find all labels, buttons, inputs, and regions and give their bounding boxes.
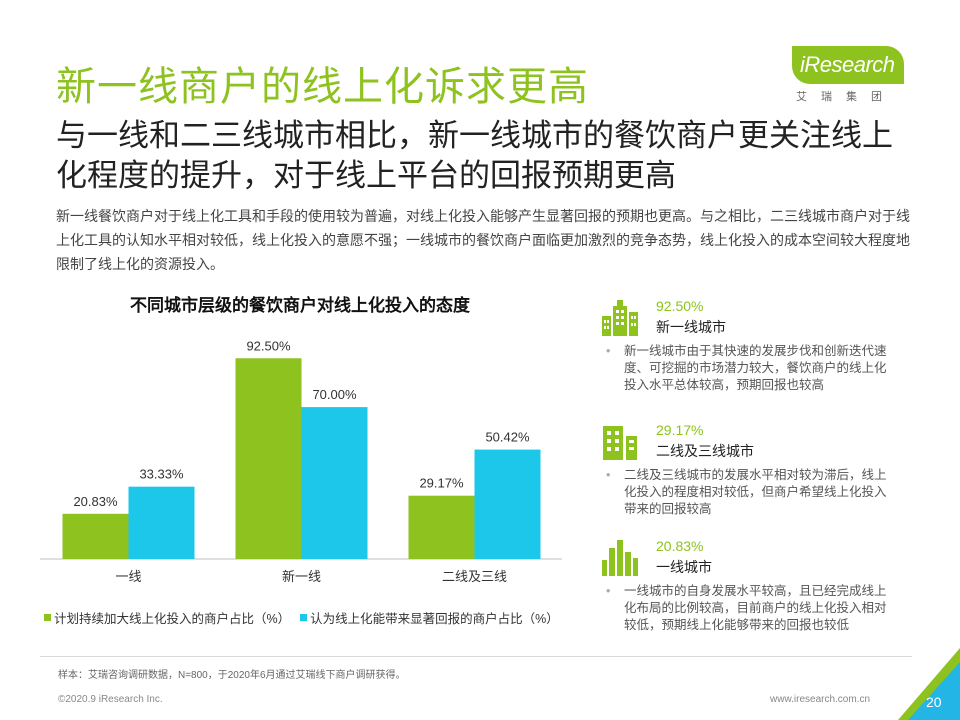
bar-expect-return-1 xyxy=(301,407,368,559)
logo-badge: iResearch xyxy=(792,46,904,84)
bar-data-label: 20.83% xyxy=(73,494,118,509)
bar-plan-increase-2 xyxy=(408,495,475,559)
category-tick-label: 一线 xyxy=(115,569,141,584)
side-value: 20.83% xyxy=(656,538,704,554)
bar-data-label: 50.42% xyxy=(485,430,530,445)
category-tick-label: 新一线 xyxy=(282,569,321,584)
side-label: 新一线城市 xyxy=(656,319,726,335)
chart-legend: 计划持续加大线上化投入的商户占比（%） 认为线上化能带来显著回报的商户占比（%） xyxy=(44,608,604,627)
side-value: 92.50% xyxy=(656,298,704,314)
side-value: 29.17% xyxy=(656,422,704,438)
side-description: 一线城市的自身发展水平较高，且已经完成线上化布局的比例较高，目前商户的线上化投入… xyxy=(606,583,896,634)
iresearch-logo: iResearch 艾瑞集团 xyxy=(792,46,912,110)
logo-subtitle: 艾瑞集团 xyxy=(796,91,896,103)
bar-plan-increase-1 xyxy=(235,358,302,559)
bar-expect-return-2 xyxy=(474,449,541,559)
source-note: 样本：艾瑞咨询调研数据，N=800，于2020年6月通过艾瑞线下商户调研获得。 xyxy=(58,670,406,681)
legend-label: 认为线上化能带来显著回报的商户占比（%） xyxy=(310,612,559,626)
legend-swatch-blue xyxy=(300,614,308,621)
page-subtitle: 与一线和二三线城市相比，新一线城市的餐饮商户更关注线上化程度的提升，对于线上平台… xyxy=(56,118,893,193)
building-icon xyxy=(603,426,637,460)
city-buildings-icon xyxy=(602,300,638,336)
bar-plan-increase-0 xyxy=(62,513,129,559)
bar-data-label: 29.17% xyxy=(419,476,464,491)
bar-data-label: 92.50% xyxy=(246,338,291,353)
corner-decoration xyxy=(898,648,960,720)
category-tick-label: 二线及三线 xyxy=(442,569,507,584)
page-number: 20 xyxy=(926,694,942,710)
skyline-icon xyxy=(602,540,638,576)
side-description: 新一线城市由于其快速的发展步伐和创新迭代速度、可挖掘的市场潜力较大，餐饮商户的线… xyxy=(606,343,896,394)
side-label: 二线及三线城市 xyxy=(656,443,754,459)
side-description: 二线及三线城市的发展水平相对较为滞后，线上化投入的程度相对较低，但商户希望线上化… xyxy=(606,467,896,518)
chart-title: 不同城市层级的餐饮商户对线上化投入的态度 xyxy=(130,296,470,315)
intro-paragraph: 新一线餐饮商户对于线上化工具和手段的使用较为普遍，对线上化投入能够产生显著回报的… xyxy=(56,208,910,272)
page-title: 新一线商户的线上化诉求更高 xyxy=(56,65,589,109)
legend-label: 计划持续加大线上化投入的商户占比（%） xyxy=(54,612,291,626)
legend-item-series-2: 认为线上化能带来显著回报的商户占比（%） xyxy=(300,608,559,627)
bar-data-label: 70.00% xyxy=(312,387,357,402)
bar-data-label: 33.33% xyxy=(139,467,184,482)
legend-item-series-1: 计划持续加大线上化投入的商户占比（%） xyxy=(44,608,290,627)
website-link[interactable]: www.iresearch.com.cn xyxy=(770,694,871,705)
bar-chart: 20.83% 33.33% 一线 92.50% 70.00% 新一线 29.17% 50.42… xyxy=(40,338,562,584)
copyright: ©2020.9 iResearch Inc. xyxy=(58,694,163,705)
legend-swatch-green xyxy=(44,614,51,621)
side-label: 一线城市 xyxy=(656,559,712,575)
bar-expect-return-0 xyxy=(128,486,195,559)
footer-divider xyxy=(40,656,912,657)
logo-wordmark: iResearch xyxy=(800,52,895,77)
